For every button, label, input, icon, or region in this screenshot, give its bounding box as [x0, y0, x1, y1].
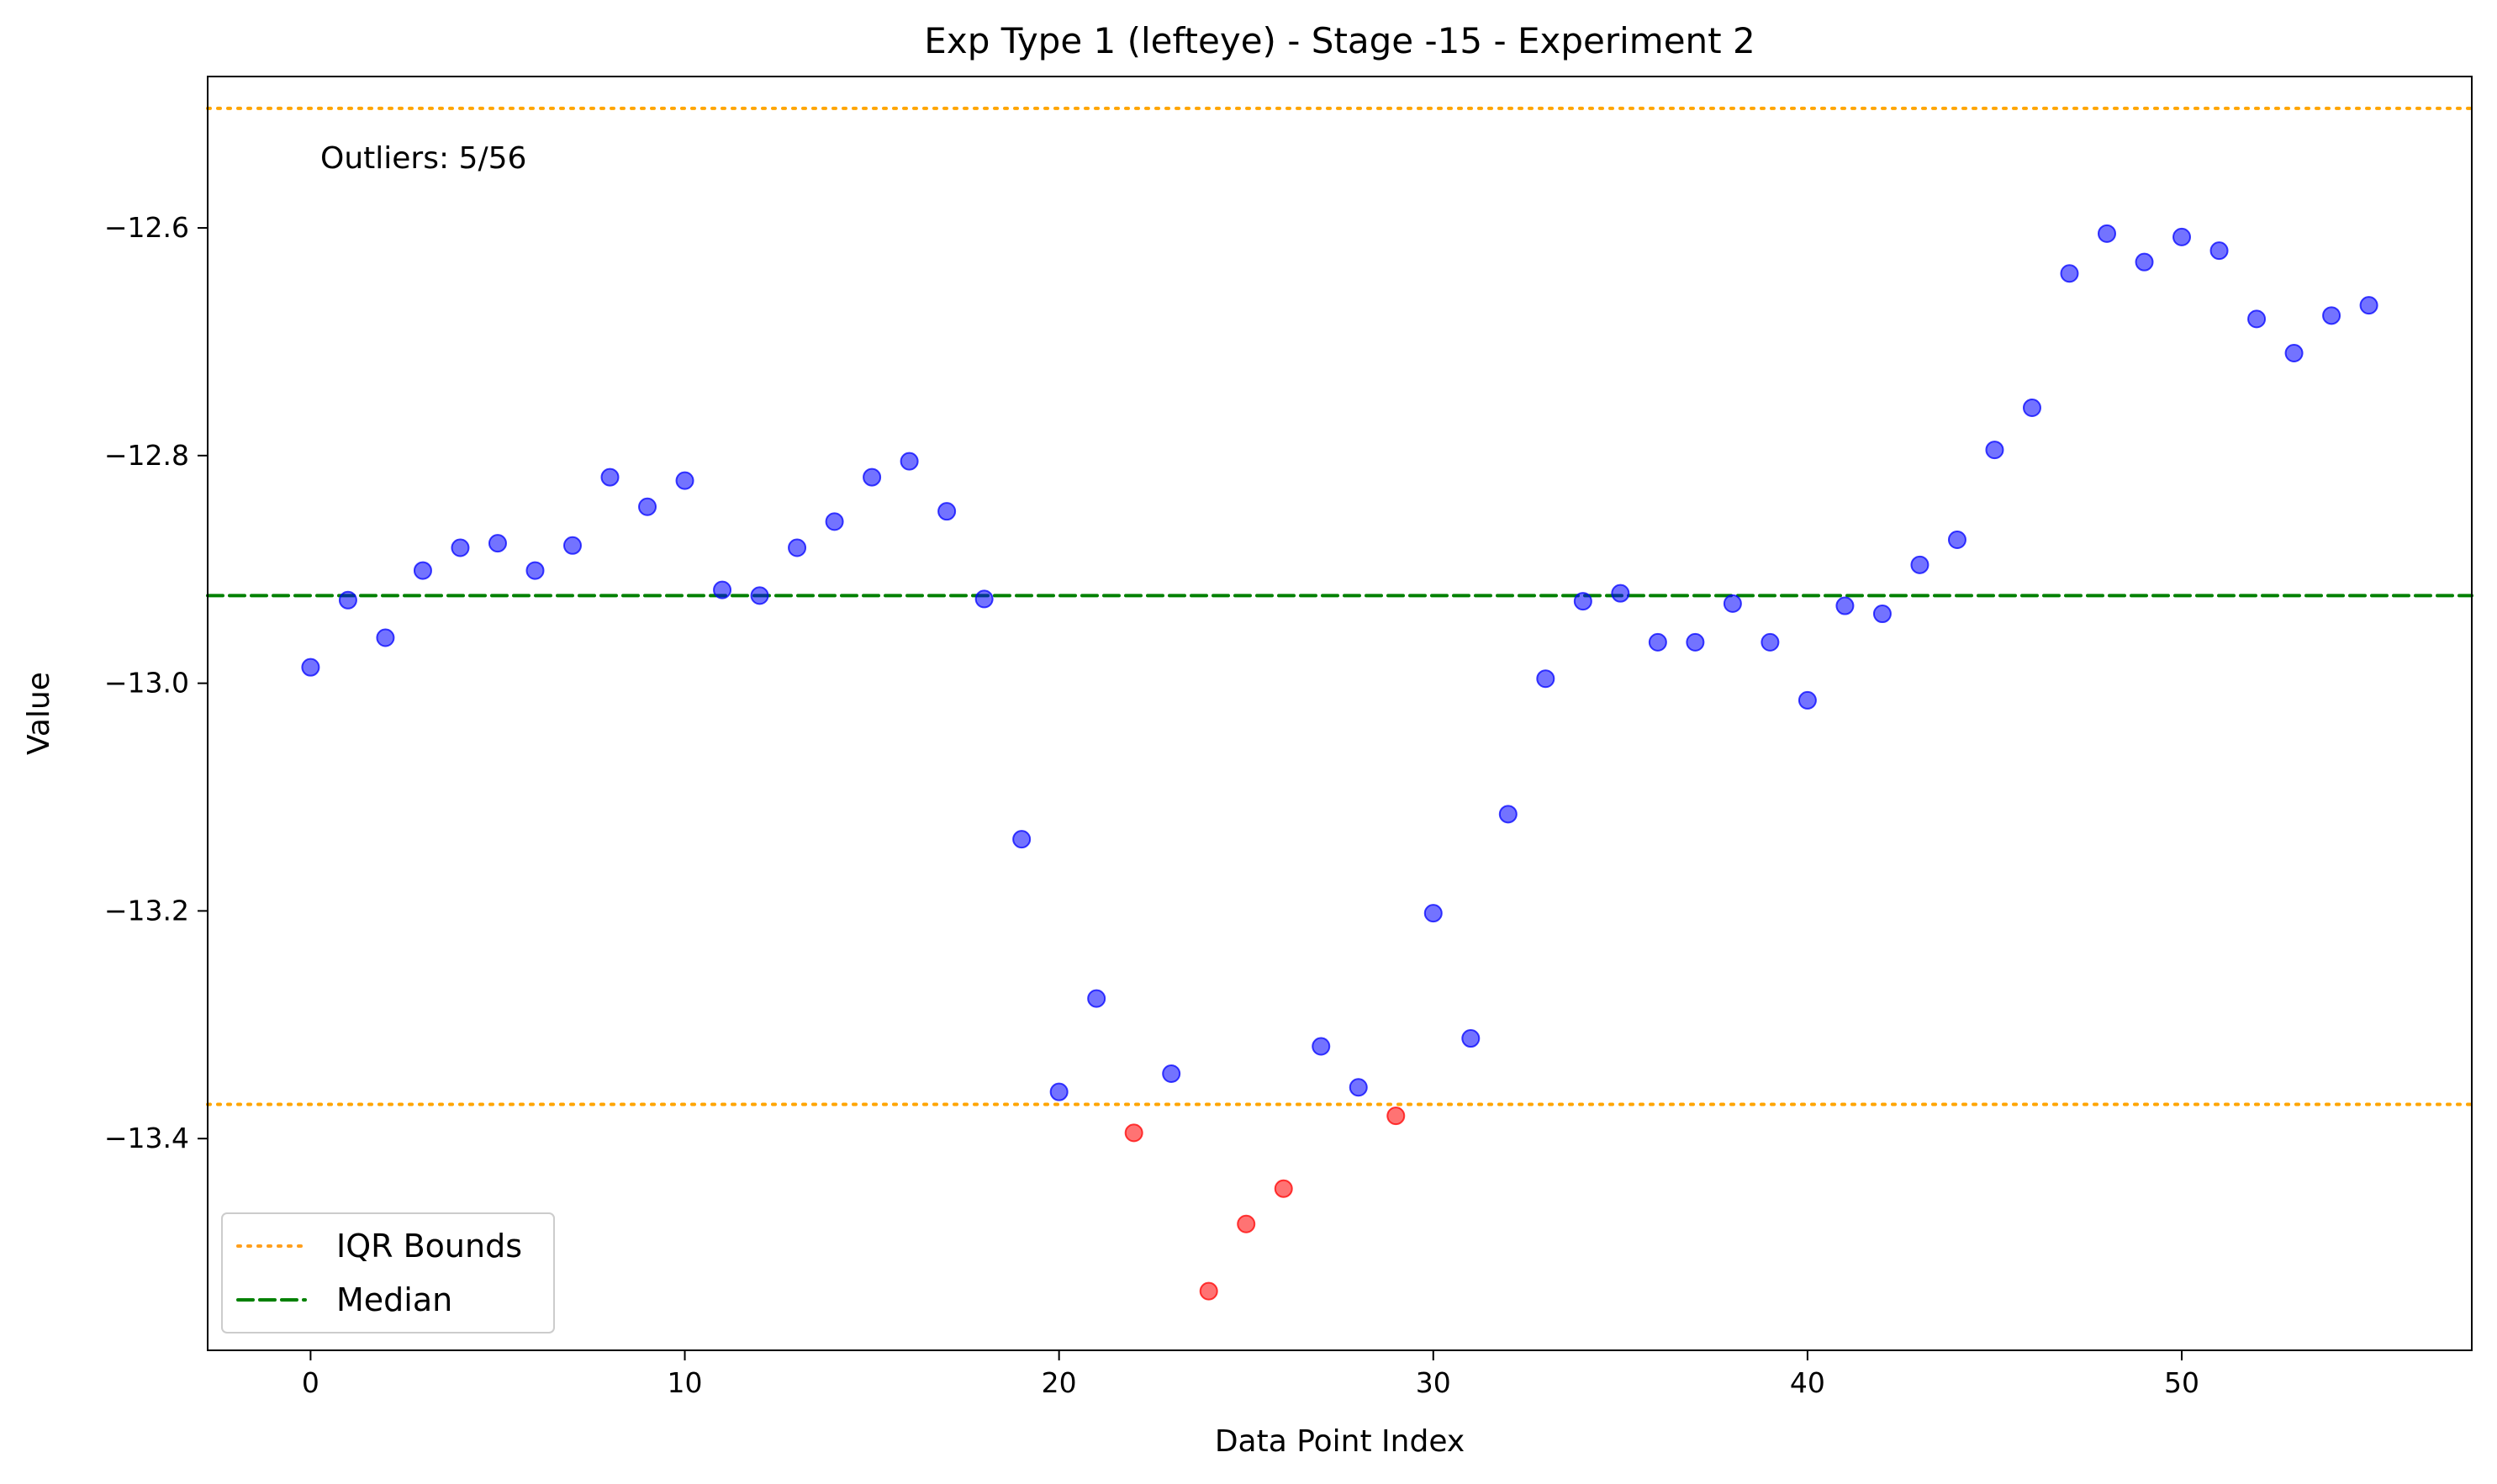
outlier-point — [1386, 1106, 1406, 1126]
chart-title: Exp Type 1 (lefteye) - Stage -15 - Exper… — [924, 20, 1755, 61]
legend: IQR Bounds Median — [221, 1212, 555, 1333]
data-point — [713, 580, 732, 599]
data-point — [562, 536, 582, 555]
reference-lines — [206, 106, 2473, 1106]
data-point — [2247, 309, 2267, 329]
x-axis-title: Data Point Index — [1215, 1424, 1465, 1459]
x-tick-label: 30 — [1416, 1366, 1451, 1399]
data-point — [338, 590, 357, 610]
data-point — [1723, 594, 1742, 613]
y-tick-label: −12.6 — [104, 211, 189, 244]
data-point — [1761, 632, 1780, 652]
data-point — [413, 561, 432, 580]
data-point — [1312, 1037, 1331, 1056]
data-point — [2172, 227, 2192, 246]
data-point — [1349, 1078, 1368, 1097]
y-axis: −12.6 −12.8 −13.0 −13.2 −13.4 — [104, 211, 208, 1154]
data-point — [1872, 605, 1892, 624]
legend-median-label: Median — [336, 1281, 452, 1318]
data-point — [937, 502, 957, 521]
data-point — [2322, 306, 2341, 325]
data-point — [2135, 252, 2154, 272]
outlier-count-annotation: Outliers: 5/56 — [320, 141, 526, 176]
data-point — [1087, 989, 1106, 1008]
data-points — [301, 224, 2378, 1301]
data-point — [376, 628, 395, 647]
x-tick-label: 40 — [1790, 1366, 1825, 1399]
data-point — [1798, 690, 1817, 710]
data-point — [863, 467, 882, 487]
data-point — [2209, 241, 2229, 261]
y-tick-label: −12.8 — [104, 439, 189, 472]
data-point — [301, 658, 320, 677]
outlier-point — [1199, 1281, 1218, 1301]
x-axis: 0 10 20 30 40 50 — [302, 1350, 2199, 1399]
data-point — [1985, 441, 2004, 460]
data-point — [1162, 1064, 1181, 1084]
data-point — [974, 589, 994, 609]
data-point — [1423, 904, 1443, 923]
data-point — [1049, 1082, 1069, 1101]
data-point — [1686, 632, 1705, 652]
data-point — [1648, 632, 1667, 652]
legend-iqr-label: IQR Bounds — [336, 1228, 522, 1265]
data-point — [1835, 596, 1855, 615]
data-point — [750, 586, 769, 605]
data-point — [900, 452, 919, 471]
outlier-point — [1274, 1179, 1293, 1198]
data-point — [2359, 296, 2378, 315]
data-point — [488, 534, 507, 553]
data-point — [2060, 264, 2079, 283]
y-axis-title: Value — [22, 672, 56, 755]
data-point — [2022, 398, 2041, 417]
data-point — [1910, 555, 1930, 574]
data-point — [1536, 669, 1555, 689]
data-point — [1947, 531, 1966, 550]
data-point — [1611, 584, 1630, 603]
data-point — [451, 538, 470, 557]
data-point — [1498, 805, 1518, 824]
y-tick-label: −13.2 — [104, 894, 189, 927]
data-point — [825, 512, 844, 531]
outlier-point — [1237, 1214, 1256, 1233]
data-point — [1573, 592, 1592, 611]
x-tick-label: 10 — [668, 1366, 703, 1399]
data-point — [675, 471, 694, 490]
data-point — [638, 497, 657, 516]
y-tick-label: −13.4 — [104, 1122, 189, 1154]
data-point — [1461, 1029, 1481, 1048]
data-point — [525, 561, 545, 580]
x-tick-label: 50 — [2164, 1366, 2199, 1399]
data-point — [1012, 830, 1032, 849]
data-point — [788, 538, 807, 557]
plot-frame — [207, 76, 2473, 1351]
x-tick-label: 20 — [1042, 1366, 1077, 1399]
legend-box — [221, 1212, 555, 1333]
x-tick-label: 0 — [302, 1366, 319, 1399]
y-tick-label: −13.0 — [104, 667, 189, 700]
data-point — [2098, 224, 2117, 243]
data-point — [600, 467, 620, 487]
data-point — [2284, 343, 2304, 362]
outlier-point — [1124, 1123, 1143, 1143]
